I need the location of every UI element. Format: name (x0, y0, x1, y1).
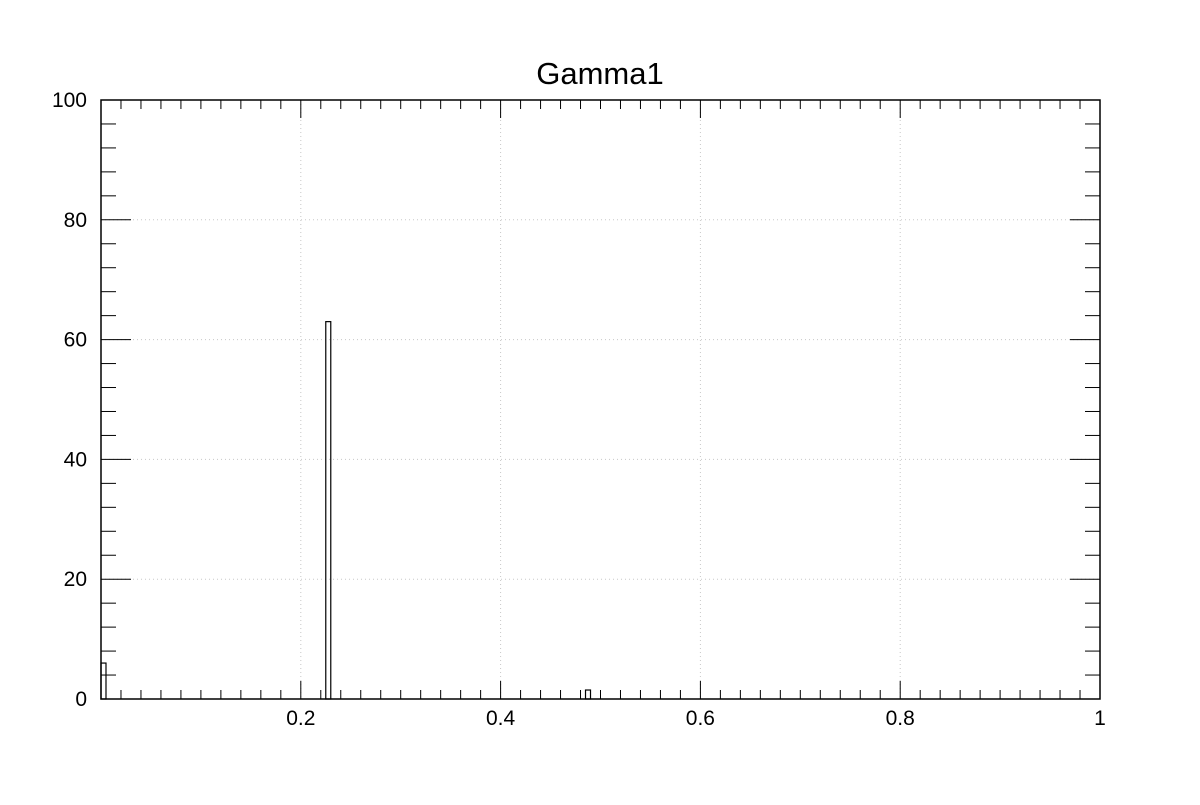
x-tick-label: 0.4 (486, 707, 516, 730)
grid-layer (101, 100, 1100, 699)
x-tick-label: 0.8 (886, 707, 915, 730)
ticks-layer (100, 99, 1101, 700)
y-tick-label: 20 (64, 568, 87, 591)
x-tick-label: 1 (1094, 707, 1106, 730)
x-tick-label: 0.2 (286, 707, 315, 730)
tick-labels-layer: 0.2 0.4 0.6 0.8 1 0 20 40 60 80 100 (52, 89, 1106, 730)
bins-layer (100, 321, 592, 700)
y-tick-label: 40 (64, 448, 87, 471)
y-tick-label: 0 (75, 688, 87, 711)
y-tick-label: 80 (64, 209, 87, 232)
x-tick-label: 0.6 (686, 707, 715, 730)
y-tick-label: 100 (52, 89, 87, 112)
plot-frame (100, 99, 1101, 700)
histogram-bin (584, 689, 592, 700)
chart-title: Gamma1 (536, 56, 663, 91)
histogram-bin (325, 321, 332, 700)
y-tick-label: 60 (64, 329, 87, 352)
